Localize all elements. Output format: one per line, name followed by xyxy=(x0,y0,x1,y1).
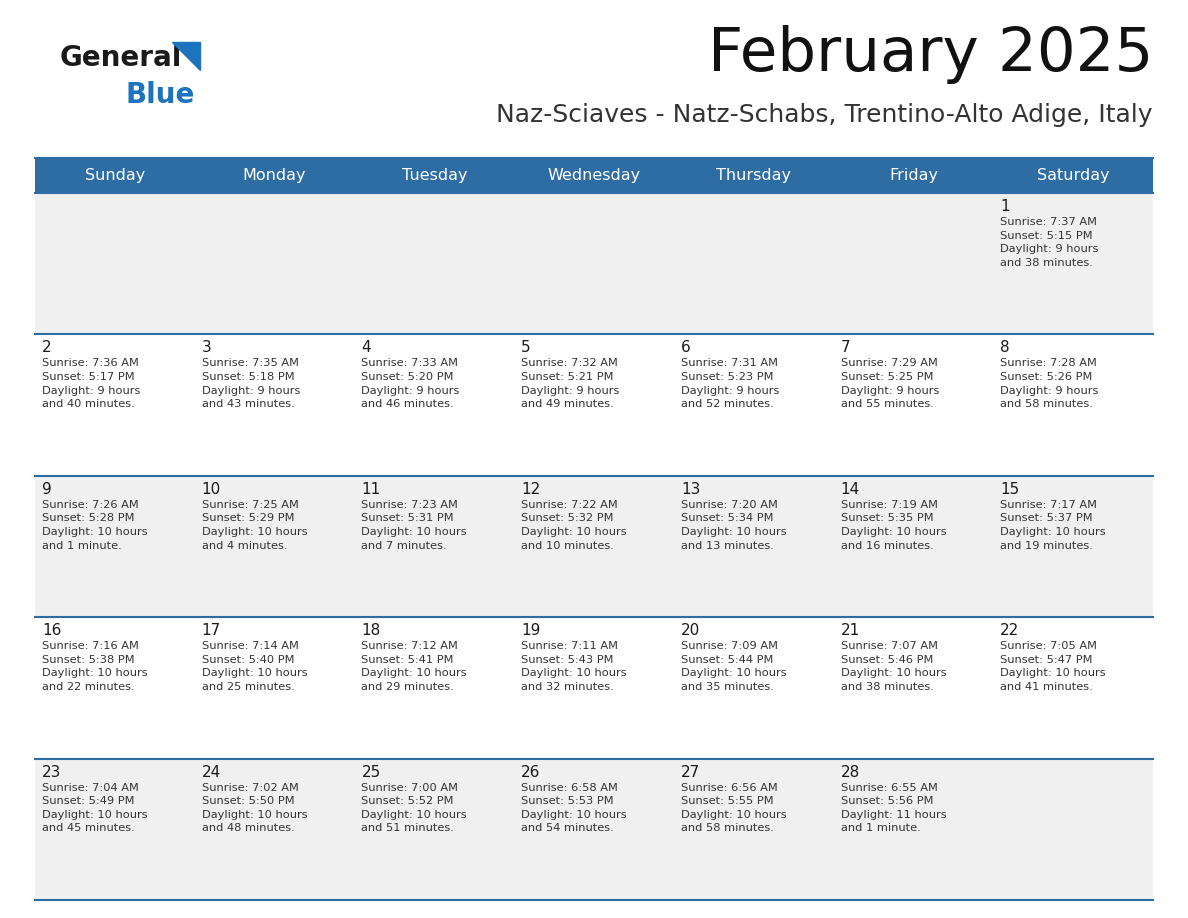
Text: Sunrise: 7:35 AM
Sunset: 5:18 PM
Daylight: 9 hours
and 43 minutes.: Sunrise: 7:35 AM Sunset: 5:18 PM Dayligh… xyxy=(202,358,301,409)
Text: 14: 14 xyxy=(841,482,860,497)
Text: Sunrise: 7:33 AM
Sunset: 5:20 PM
Daylight: 9 hours
and 46 minutes.: Sunrise: 7:33 AM Sunset: 5:20 PM Dayligh… xyxy=(361,358,460,409)
Text: Sunrise: 7:32 AM
Sunset: 5:21 PM
Daylight: 9 hours
and 49 minutes.: Sunrise: 7:32 AM Sunset: 5:21 PM Dayligh… xyxy=(522,358,619,409)
Text: Sunrise: 7:09 AM
Sunset: 5:44 PM
Daylight: 10 hours
and 35 minutes.: Sunrise: 7:09 AM Sunset: 5:44 PM Dayligh… xyxy=(681,641,786,692)
Text: 26: 26 xyxy=(522,765,541,779)
Text: 5: 5 xyxy=(522,341,531,355)
Text: 8: 8 xyxy=(1000,341,1010,355)
Text: Sunrise: 7:05 AM
Sunset: 5:47 PM
Daylight: 10 hours
and 41 minutes.: Sunrise: 7:05 AM Sunset: 5:47 PM Dayligh… xyxy=(1000,641,1106,692)
Text: Saturday: Saturday xyxy=(1037,168,1110,183)
Bar xyxy=(34,476,1154,617)
Text: Sunrise: 7:31 AM
Sunset: 5:23 PM
Daylight: 9 hours
and 52 minutes.: Sunrise: 7:31 AM Sunset: 5:23 PM Dayligh… xyxy=(681,358,779,409)
Text: Sunrise: 7:14 AM
Sunset: 5:40 PM
Daylight: 10 hours
and 25 minutes.: Sunrise: 7:14 AM Sunset: 5:40 PM Dayligh… xyxy=(202,641,308,692)
Text: 1: 1 xyxy=(1000,199,1010,214)
Text: Thursday: Thursday xyxy=(716,168,791,183)
Text: Sunrise: 7:19 AM
Sunset: 5:35 PM
Daylight: 10 hours
and 16 minutes.: Sunrise: 7:19 AM Sunset: 5:35 PM Dayligh… xyxy=(841,499,946,551)
Text: 17: 17 xyxy=(202,623,221,638)
Bar xyxy=(34,617,1154,758)
Text: Sunrise: 7:12 AM
Sunset: 5:41 PM
Daylight: 10 hours
and 29 minutes.: Sunrise: 7:12 AM Sunset: 5:41 PM Dayligh… xyxy=(361,641,467,692)
Text: Sunrise: 7:17 AM
Sunset: 5:37 PM
Daylight: 10 hours
and 19 minutes.: Sunrise: 7:17 AM Sunset: 5:37 PM Dayligh… xyxy=(1000,499,1106,551)
Text: 28: 28 xyxy=(841,765,860,779)
Bar xyxy=(34,334,1154,476)
Text: 15: 15 xyxy=(1000,482,1019,497)
Text: Sunrise: 6:56 AM
Sunset: 5:55 PM
Daylight: 10 hours
and 58 minutes.: Sunrise: 6:56 AM Sunset: 5:55 PM Dayligh… xyxy=(681,783,786,834)
Text: Sunrise: 7:22 AM
Sunset: 5:32 PM
Daylight: 10 hours
and 10 minutes.: Sunrise: 7:22 AM Sunset: 5:32 PM Dayligh… xyxy=(522,499,627,551)
Text: 21: 21 xyxy=(841,623,860,638)
Text: 10: 10 xyxy=(202,482,221,497)
Text: Sunrise: 7:23 AM
Sunset: 5:31 PM
Daylight: 10 hours
and 7 minutes.: Sunrise: 7:23 AM Sunset: 5:31 PM Dayligh… xyxy=(361,499,467,551)
Text: Sunrise: 7:00 AM
Sunset: 5:52 PM
Daylight: 10 hours
and 51 minutes.: Sunrise: 7:00 AM Sunset: 5:52 PM Dayligh… xyxy=(361,783,467,834)
Text: Sunrise: 7:36 AM
Sunset: 5:17 PM
Daylight: 9 hours
and 40 minutes.: Sunrise: 7:36 AM Sunset: 5:17 PM Dayligh… xyxy=(42,358,140,409)
Text: 9: 9 xyxy=(42,482,52,497)
Text: Sunrise: 7:04 AM
Sunset: 5:49 PM
Daylight: 10 hours
and 45 minutes.: Sunrise: 7:04 AM Sunset: 5:49 PM Dayligh… xyxy=(42,783,147,834)
Text: Sunrise: 6:55 AM
Sunset: 5:56 PM
Daylight: 11 hours
and 1 minute.: Sunrise: 6:55 AM Sunset: 5:56 PM Dayligh… xyxy=(841,783,946,834)
Text: Blue: Blue xyxy=(125,81,195,109)
Text: Sunday: Sunday xyxy=(84,168,145,183)
Text: February 2025: February 2025 xyxy=(708,26,1154,84)
Text: Naz-Sciaves - Natz-Schabs, Trentino-Alto Adige, Italy: Naz-Sciaves - Natz-Schabs, Trentino-Alto… xyxy=(497,103,1154,127)
Text: Monday: Monday xyxy=(242,168,307,183)
Text: General: General xyxy=(61,44,183,72)
Text: 16: 16 xyxy=(42,623,62,638)
Text: Tuesday: Tuesday xyxy=(402,168,467,183)
Text: Sunrise: 6:58 AM
Sunset: 5:53 PM
Daylight: 10 hours
and 54 minutes.: Sunrise: 6:58 AM Sunset: 5:53 PM Dayligh… xyxy=(522,783,627,834)
Text: 23: 23 xyxy=(42,765,62,779)
Text: 6: 6 xyxy=(681,341,690,355)
Text: 4: 4 xyxy=(361,341,371,355)
Text: Sunrise: 7:37 AM
Sunset: 5:15 PM
Daylight: 9 hours
and 38 minutes.: Sunrise: 7:37 AM Sunset: 5:15 PM Dayligh… xyxy=(1000,217,1099,268)
Text: Wednesday: Wednesday xyxy=(548,168,640,183)
Bar xyxy=(34,158,1154,193)
Text: 12: 12 xyxy=(522,482,541,497)
Text: Sunrise: 7:29 AM
Sunset: 5:25 PM
Daylight: 9 hours
and 55 minutes.: Sunrise: 7:29 AM Sunset: 5:25 PM Dayligh… xyxy=(841,358,939,409)
Text: Sunrise: 7:11 AM
Sunset: 5:43 PM
Daylight: 10 hours
and 32 minutes.: Sunrise: 7:11 AM Sunset: 5:43 PM Dayligh… xyxy=(522,641,627,692)
Text: Friday: Friday xyxy=(889,168,939,183)
Text: Sunrise: 7:28 AM
Sunset: 5:26 PM
Daylight: 9 hours
and 58 minutes.: Sunrise: 7:28 AM Sunset: 5:26 PM Dayligh… xyxy=(1000,358,1099,409)
Text: 2: 2 xyxy=(42,341,51,355)
Text: Sunrise: 7:16 AM
Sunset: 5:38 PM
Daylight: 10 hours
and 22 minutes.: Sunrise: 7:16 AM Sunset: 5:38 PM Dayligh… xyxy=(42,641,147,692)
Text: Sunrise: 7:07 AM
Sunset: 5:46 PM
Daylight: 10 hours
and 38 minutes.: Sunrise: 7:07 AM Sunset: 5:46 PM Dayligh… xyxy=(841,641,946,692)
Text: 7: 7 xyxy=(841,341,851,355)
Text: Sunrise: 7:26 AM
Sunset: 5:28 PM
Daylight: 10 hours
and 1 minute.: Sunrise: 7:26 AM Sunset: 5:28 PM Dayligh… xyxy=(42,499,147,551)
Text: 13: 13 xyxy=(681,482,700,497)
Text: 3: 3 xyxy=(202,341,211,355)
Text: Sunrise: 7:25 AM
Sunset: 5:29 PM
Daylight: 10 hours
and 4 minutes.: Sunrise: 7:25 AM Sunset: 5:29 PM Dayligh… xyxy=(202,499,308,551)
Text: 18: 18 xyxy=(361,623,380,638)
Polygon shape xyxy=(172,42,200,70)
Bar xyxy=(34,758,1154,900)
Text: 27: 27 xyxy=(681,765,700,779)
Bar xyxy=(34,193,1154,334)
Text: Sunrise: 7:02 AM
Sunset: 5:50 PM
Daylight: 10 hours
and 48 minutes.: Sunrise: 7:02 AM Sunset: 5:50 PM Dayligh… xyxy=(202,783,308,834)
Text: 25: 25 xyxy=(361,765,380,779)
Text: Sunrise: 7:20 AM
Sunset: 5:34 PM
Daylight: 10 hours
and 13 minutes.: Sunrise: 7:20 AM Sunset: 5:34 PM Dayligh… xyxy=(681,499,786,551)
Text: 20: 20 xyxy=(681,623,700,638)
Text: 24: 24 xyxy=(202,765,221,779)
Text: 22: 22 xyxy=(1000,623,1019,638)
Text: 11: 11 xyxy=(361,482,380,497)
Text: 19: 19 xyxy=(522,623,541,638)
